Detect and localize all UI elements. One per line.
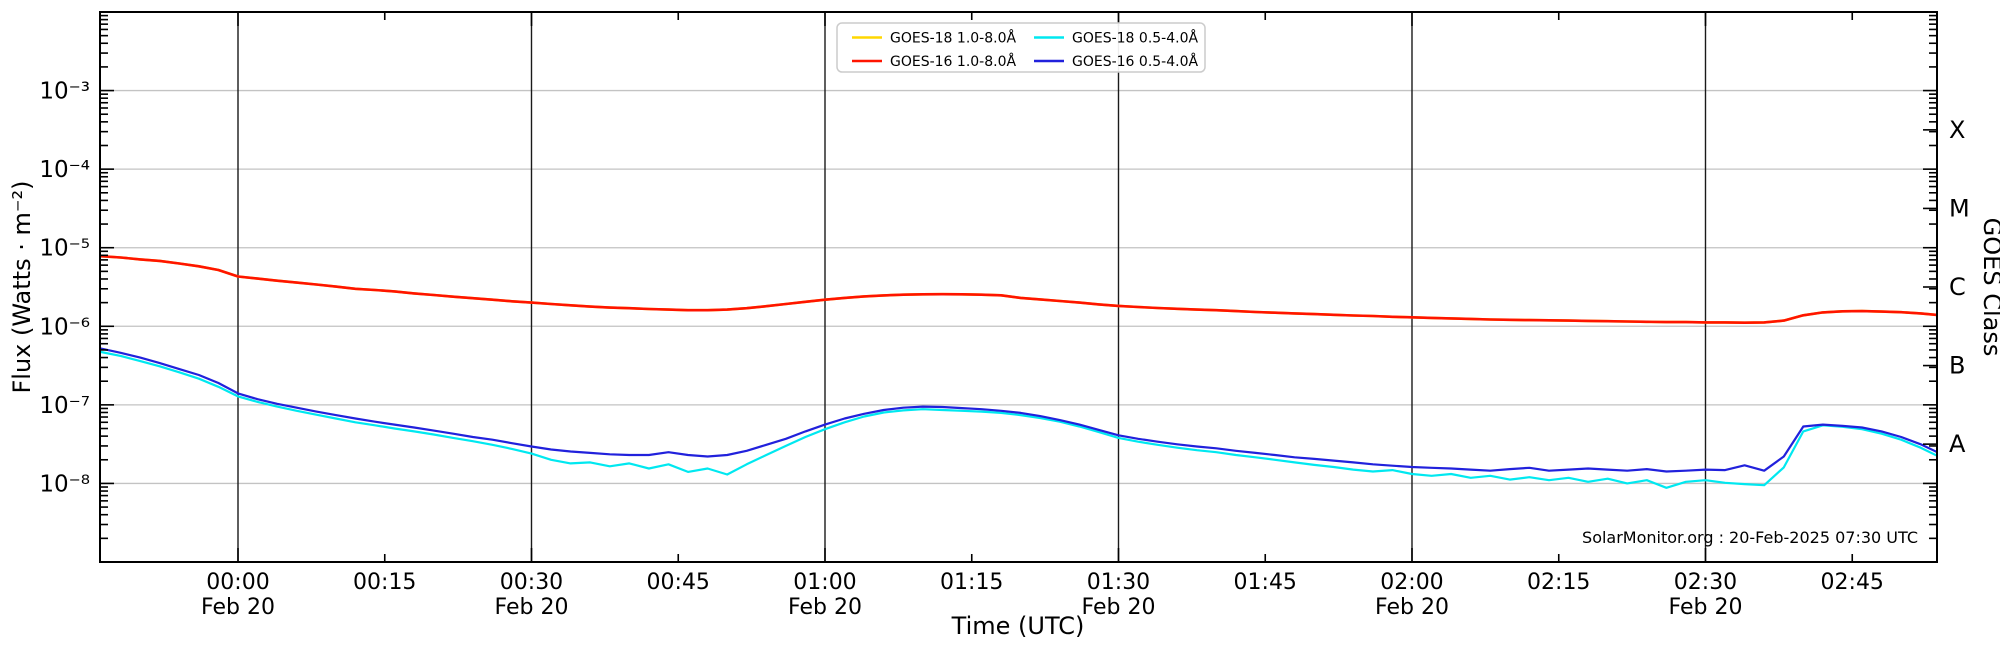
goes16-short-curve: [100, 347, 1937, 473]
legend-label: GOES-16 1.0-8.0Å: [890, 53, 1016, 70]
plot-border: [99, 11, 1938, 563]
legend-label: GOES-16 0.5-4.0Å: [1072, 53, 1198, 70]
goes-class-letters: X M C B A: [1949, 116, 1970, 458]
goes-class-label: X: [1949, 116, 1965, 144]
legend: GOES-18 1.0-8.0Å GOES-16 1.0-8.0Å GOES-18 …: [836, 22, 1206, 73]
x-tick-label: 01:15: [940, 570, 1003, 595]
goes-class-label: M: [1949, 194, 1970, 222]
x-tick-label: 01:30: [1087, 570, 1150, 595]
x-tick-date-label: Feb 20: [788, 595, 862, 620]
x-tick-label: 00:45: [647, 570, 710, 595]
y-tick-labels: 10⁻³ 10⁻⁴ 10⁻⁵ 10⁻⁶ 10⁻⁷ 10⁻⁸: [39, 79, 90, 498]
x-tick-label: 01:00: [793, 570, 856, 595]
x-tick-label: 02:45: [1821, 570, 1884, 595]
x-tick-date-label: Feb 20: [1669, 595, 1743, 620]
y-tick-label: 10⁻⁶: [39, 314, 90, 340]
x-axis-title: Time (UTC): [951, 612, 1085, 640]
y-tick-label: 10⁻⁷: [39, 393, 90, 419]
x-tick-label: 02:30: [1674, 570, 1737, 595]
x-tick-label: 00:00: [206, 570, 269, 595]
goes-class-label: C: [1949, 273, 1966, 301]
x-tick-label: 00:15: [353, 570, 416, 595]
x-tick-date-label: Feb 20: [201, 595, 275, 620]
goes18-short-curve: [100, 350, 1937, 489]
y-tick-label: 10⁻⁸: [39, 471, 90, 497]
y-tick-label: 10⁻⁵: [39, 236, 90, 262]
horizontal-gridlines: [100, 89, 1937, 485]
x-tick-date-label: Feb 20: [1375, 595, 1449, 620]
legend-label: GOES-18 0.5-4.0Å: [1072, 30, 1198, 47]
x-tick-label: 02:15: [1527, 570, 1590, 595]
goes-class-label: A: [1949, 430, 1966, 458]
x-tick-date-label: Feb 20: [1082, 595, 1156, 620]
vertical-gridlines: [237, 12, 1707, 562]
goes16-long-curve: [100, 254, 1937, 325]
y-tick-label: 10⁻³: [39, 79, 90, 105]
legend-box: [836, 22, 1206, 73]
flux-curves: [100, 254, 1937, 489]
axis-ticks: [100, 12, 1937, 562]
x-tick-label: 02:00: [1380, 570, 1443, 595]
y-axis-title-right: GOES Class: [1978, 218, 2000, 357]
legend-label: GOES-18 1.0-8.0Å: [890, 30, 1016, 47]
goes-class-label: B: [1949, 352, 1965, 380]
x-tick-label: 00:30: [500, 570, 563, 595]
y-tick-label: 10⁻⁴: [39, 157, 90, 183]
watermark-annotation: SolarMonitor.org : 20-Feb-2025 07:30 UTC: [1582, 528, 1918, 547]
x-tick-label: 01:45: [1234, 570, 1297, 595]
x-tick-date-label: Feb 20: [495, 595, 569, 620]
y-axis-title-left: Flux (Watts · m⁻²): [8, 180, 36, 393]
